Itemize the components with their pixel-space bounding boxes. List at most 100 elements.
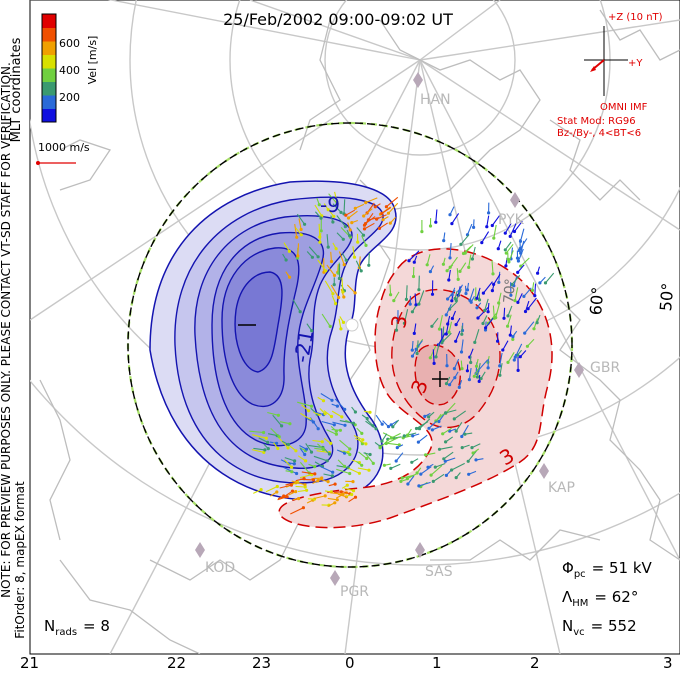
velocity-vector xyxy=(414,293,417,305)
velocity-vector xyxy=(477,359,489,372)
velocity-vector xyxy=(361,235,367,246)
velocity-vector xyxy=(258,437,268,443)
velocity-vector xyxy=(331,428,341,431)
velocity-vector xyxy=(331,410,343,418)
velocity-vector xyxy=(306,499,314,504)
velocity-vector xyxy=(445,457,456,462)
velocity-vector xyxy=(499,352,503,367)
velocity-vector xyxy=(295,485,306,488)
velocity-vector xyxy=(455,330,461,342)
velocity-vector xyxy=(471,246,476,260)
velocity-vector xyxy=(283,466,297,474)
velocity-vector xyxy=(337,459,345,467)
preview-note: NOTE: FOR PREVIEW PURPOSES ONLY. PLEASE … xyxy=(0,62,13,598)
velocity-vector xyxy=(474,329,480,343)
velocity-vector xyxy=(355,260,362,272)
velocity-vector xyxy=(461,424,469,437)
velocity-vector xyxy=(285,470,292,473)
station-label-pgr: PGR xyxy=(340,584,369,600)
stats-panel: Φpc = 51 kV ΛHM = 62° Nvc = 552 Nrads = 8 xyxy=(44,559,653,638)
velocity-vector xyxy=(407,473,418,480)
velocity-vector xyxy=(514,343,523,358)
velocity-vector xyxy=(445,303,452,316)
station-label-kap: KAP xyxy=(548,480,575,496)
velocity-vector xyxy=(400,478,408,482)
velocity-vector xyxy=(308,463,315,468)
velocity-vector xyxy=(374,441,381,447)
velocity-vector xyxy=(314,204,323,217)
imf-y-label: +Y xyxy=(628,58,643,69)
velocity-vector xyxy=(531,282,535,291)
velocity-vector xyxy=(339,316,344,323)
velocity-vector xyxy=(517,248,524,262)
velocity-vector xyxy=(407,475,415,485)
velocity-vector xyxy=(545,272,555,284)
velocity-vector xyxy=(448,269,451,281)
velocity-vector xyxy=(351,406,356,413)
velocity-vector xyxy=(324,490,332,493)
velocity-vector xyxy=(481,231,490,243)
velocity-vector xyxy=(314,411,324,416)
velocity-vector xyxy=(449,378,454,386)
velocity-vector xyxy=(386,442,400,446)
velocity-vector xyxy=(384,463,391,466)
velocity-vector xyxy=(445,409,457,414)
velocity-vector xyxy=(272,414,283,427)
longitude-grid xyxy=(30,0,680,654)
velocity-vector xyxy=(498,292,502,304)
velocity-vector xyxy=(431,317,439,327)
velocity-vector xyxy=(379,438,391,449)
velocity-vector xyxy=(464,285,467,294)
velocity-vector xyxy=(453,358,460,369)
velocity-vector xyxy=(351,219,358,224)
velocity-vector xyxy=(336,215,346,227)
velocity-vector xyxy=(480,371,486,379)
velocity-vector xyxy=(451,213,460,224)
velocity-vector xyxy=(356,461,363,466)
velocity-vector xyxy=(445,402,456,414)
velocity-vector xyxy=(524,321,535,334)
velocity-vector xyxy=(298,218,302,230)
velocity-vector xyxy=(493,224,497,239)
velocity-vector xyxy=(517,293,523,303)
velocity-vector xyxy=(330,251,333,262)
velocity-vector xyxy=(332,242,337,249)
velocity-vector xyxy=(313,495,326,500)
velocity-vector xyxy=(299,461,310,474)
velocity-vector xyxy=(285,271,291,278)
velocity-vector xyxy=(358,256,361,268)
velocity-vector xyxy=(438,314,443,330)
velocity-vector xyxy=(518,238,528,251)
velocity-vector xyxy=(321,420,335,426)
velocity-vector xyxy=(265,486,278,493)
velocity-vector xyxy=(297,455,306,462)
colorbar-segment xyxy=(42,14,56,28)
velocity-vector xyxy=(346,229,351,236)
velocity-vector xyxy=(328,483,336,487)
velocity-vector xyxy=(485,317,494,329)
velocity-vector xyxy=(478,374,481,382)
svg-text:600: 600 xyxy=(59,37,80,50)
velocity-vector xyxy=(454,371,459,378)
velocity-vector xyxy=(296,213,306,225)
velocity-colorbar: 600 400 200 Vel [m/s] xyxy=(41,13,99,123)
velocity-vector xyxy=(534,283,537,296)
velocity-vectors xyxy=(249,191,555,515)
velocity-vector xyxy=(291,480,306,486)
velocity-vector xyxy=(442,257,446,265)
velocity-vector xyxy=(526,338,535,347)
colorbar-segment xyxy=(42,95,56,109)
velocity-vector xyxy=(482,315,488,324)
velocity-vector xyxy=(356,227,364,236)
svg-text:1000 m/s: 1000 m/s xyxy=(38,141,90,154)
coastlines xyxy=(39,9,680,654)
velocity-vector xyxy=(413,323,417,334)
velocity-vector xyxy=(498,271,501,283)
colorbar-segment xyxy=(42,54,56,69)
velocity-vector xyxy=(449,243,452,258)
velocity-vector xyxy=(418,434,428,443)
velocity-vector xyxy=(332,203,342,213)
velocity-vector xyxy=(491,260,494,274)
velocity-vector xyxy=(353,435,364,441)
velocity-vector xyxy=(507,352,515,363)
